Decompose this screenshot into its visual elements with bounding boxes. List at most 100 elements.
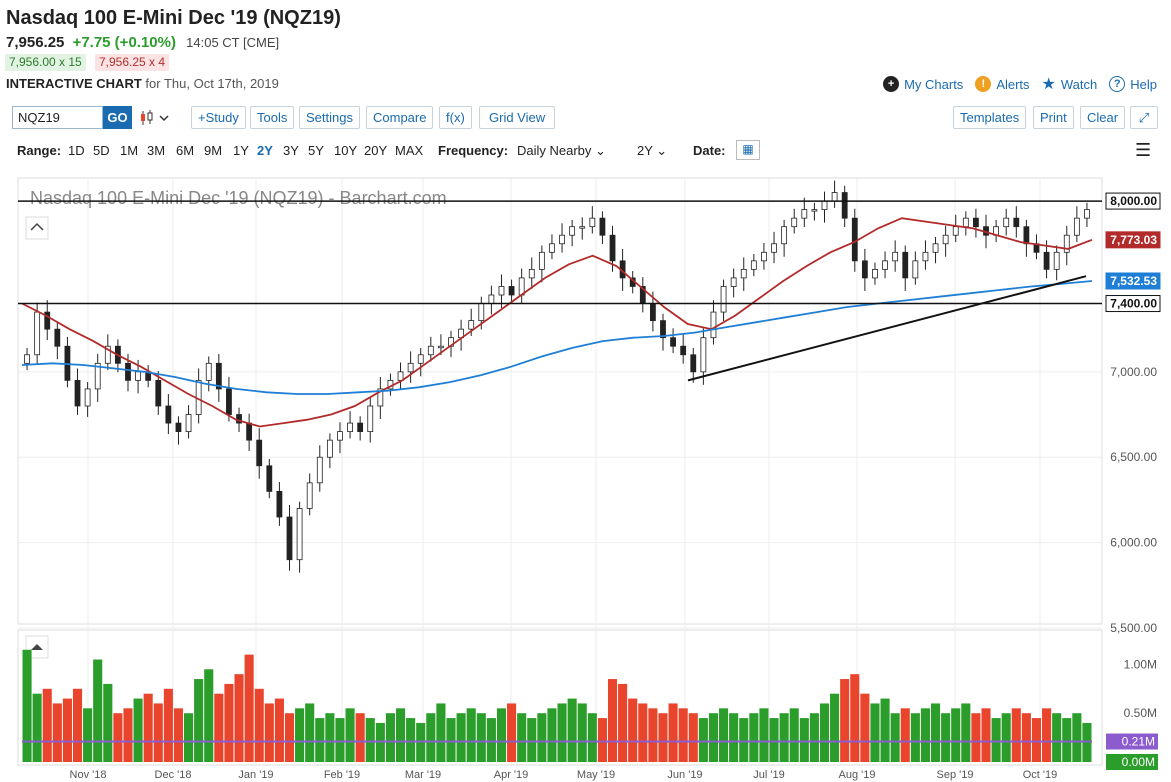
candle-body	[478, 303, 485, 322]
volume-bar	[698, 718, 708, 762]
volume-bar	[406, 718, 416, 762]
range-9m[interactable]: 9M	[204, 143, 223, 158]
candle-body	[892, 251, 899, 262]
chart-type-select[interactable]	[138, 108, 174, 128]
frequency-select[interactable]: Daily Nearby ⌄	[517, 143, 606, 159]
range-max[interactable]: MAX	[395, 143, 424, 158]
range-2y[interactable]: 2Y	[257, 143, 273, 158]
volume-bar	[244, 654, 254, 762]
volume-bar	[72, 688, 83, 762]
volume-bar	[708, 713, 719, 762]
watch-link[interactable]: ★ Watch	[1042, 74, 1098, 94]
candle-body	[215, 362, 222, 390]
expand-button[interactable]: ⤢	[1130, 106, 1158, 129]
volume-bar	[325, 713, 335, 762]
volume-bar	[204, 669, 214, 762]
grid-view-button[interactable]: Grid View	[479, 106, 556, 129]
candle-body	[326, 439, 333, 458]
candle-body	[236, 414, 242, 424]
candle-body	[316, 456, 323, 484]
candle-body	[397, 371, 404, 381]
candle-body	[872, 268, 878, 279]
volume-bar	[587, 713, 597, 762]
symbol-input[interactable]: NQZ19	[12, 106, 103, 129]
range-6m[interactable]: 6M	[176, 143, 195, 158]
volume-bar	[638, 703, 648, 762]
candle-body	[165, 405, 172, 424]
print-button[interactable]: Print	[1033, 106, 1074, 129]
range-3y[interactable]: 3Y	[283, 143, 299, 158]
volume-tick-label: 1.00M	[1124, 657, 1157, 671]
volume-bar	[799, 718, 809, 762]
range-20y[interactable]: 20Y	[364, 143, 388, 158]
volume-bar	[517, 713, 527, 762]
my-charts-link[interactable]: + My Charts	[883, 74, 963, 94]
volume-bar	[991, 718, 1001, 762]
volume-bar	[577, 703, 587, 762]
candle-body	[761, 251, 767, 262]
volume-bar	[345, 708, 355, 762]
range-5y[interactable]: 5Y	[308, 143, 324, 158]
settings-button[interactable]: Settings	[299, 106, 360, 129]
price-tick-label: 5,500.00	[1110, 621, 1157, 635]
volume-bar	[143, 693, 153, 762]
range-5d[interactable]: 5D	[93, 143, 110, 158]
volume-bar	[305, 703, 315, 762]
chevron-up-icon	[30, 222, 44, 231]
range-1m[interactable]: 1M	[120, 143, 139, 158]
volume-tick-label: 0.50M	[1124, 706, 1157, 720]
templates-button[interactable]: Templates	[953, 106, 1027, 129]
calendar-button[interactable]: ▦	[736, 140, 760, 160]
volume-bar	[1042, 708, 1052, 762]
star-icon: ★	[1041, 76, 1056, 93]
frequency-value: Daily Nearby	[517, 143, 592, 158]
candle-body	[1003, 217, 1010, 228]
candle-body	[670, 337, 676, 347]
price-line: 7,956.25 +7.75 (+0.10%) 14:05 CT [CME]	[6, 34, 279, 51]
volume-bar	[961, 703, 971, 762]
candle-body	[377, 388, 384, 407]
menu-button[interactable]: ☰	[1135, 140, 1151, 161]
fx-button[interactable]: f(x)	[439, 106, 472, 129]
triangle-up-icon	[31, 644, 43, 650]
range-1d[interactable]: 1D	[68, 143, 85, 158]
volume-bar	[941, 713, 951, 762]
volume-bar	[951, 708, 961, 762]
ask-badge: 7,956.25 x 4	[95, 54, 170, 71]
volume-bar	[83, 708, 93, 762]
chart-title: Nasdaq 100 E-Mini Dec '19 (NQZ19) - Barc…	[30, 188, 447, 208]
tools-button[interactable]: Tools	[250, 106, 295, 129]
clear-button[interactable]: Clear	[1080, 106, 1126, 129]
help-link[interactable]: ? Help	[1109, 74, 1157, 94]
add-study-button[interactable]: +Study	[191, 106, 246, 129]
volume-bar	[62, 698, 72, 762]
price-tick-label: 6,500.00	[1110, 450, 1157, 464]
range-3m[interactable]: 3M	[147, 143, 166, 158]
price-tag-label: 7,532.53	[1110, 274, 1157, 288]
candle-body	[579, 226, 586, 229]
volume-bar	[628, 698, 638, 762]
volume-bar	[880, 698, 890, 762]
alert-icon: !	[975, 76, 992, 92]
range-10y[interactable]: 10Y	[334, 143, 358, 158]
candle-body	[599, 217, 606, 236]
collapse-button[interactable]	[25, 216, 49, 240]
candle-body	[1073, 217, 1080, 236]
alerts-link[interactable]: ! Alerts	[975, 74, 1030, 94]
period-select[interactable]: 2Y ⌄	[637, 143, 667, 159]
candle-body	[831, 192, 838, 202]
candle-body	[680, 345, 687, 356]
candle-body	[306, 482, 313, 509]
volume-bar	[507, 703, 517, 762]
go-button[interactable]: GO	[103, 106, 132, 129]
volume-tag	[1106, 754, 1158, 770]
candle-body	[720, 286, 727, 313]
volume-bar	[678, 708, 688, 762]
volume-bar	[618, 683, 628, 762]
candle-body	[488, 294, 495, 304]
volume-bar	[850, 674, 860, 762]
range-1y[interactable]: 1Y	[233, 143, 249, 158]
compare-button[interactable]: Compare	[366, 106, 434, 129]
candle-body	[690, 354, 697, 373]
